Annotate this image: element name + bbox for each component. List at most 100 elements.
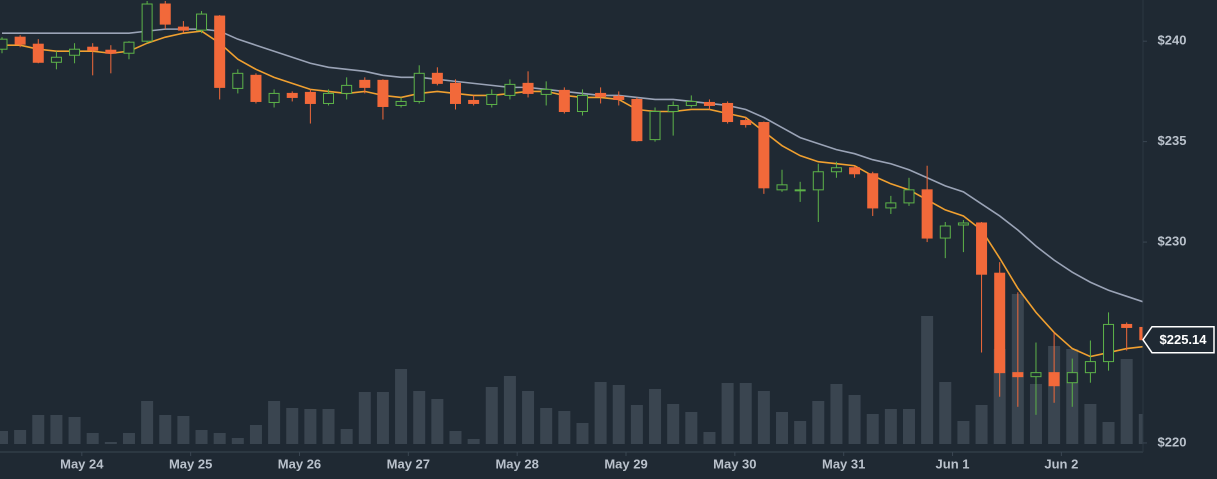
x-tick-label: May 24 xyxy=(60,456,104,471)
volume-bar xyxy=(50,415,63,444)
x-tick-label: May 31 xyxy=(822,456,865,471)
x-tick-label: May 26 xyxy=(278,456,321,471)
candle-body xyxy=(177,26,189,31)
candle-body xyxy=(976,222,988,275)
volume-bar xyxy=(268,401,281,444)
volume-bar xyxy=(286,408,299,444)
x-tick-label: May 27 xyxy=(387,456,430,471)
x-tick-label: Jun 1 xyxy=(936,456,970,471)
volume-bar xyxy=(830,384,843,444)
volume-bar xyxy=(1084,404,1097,444)
y-tick-label: $235 xyxy=(1158,133,1187,148)
moving-average xyxy=(1,30,1143,358)
candle-body xyxy=(0,38,8,50)
candle-body xyxy=(631,98,643,142)
volume-bar xyxy=(177,416,190,444)
volume-bar xyxy=(776,412,789,444)
candle-body xyxy=(468,99,480,104)
price-tag-label: $225.14 xyxy=(1160,332,1208,347)
x-tick-label: Jun 2 xyxy=(1044,456,1078,471)
candle-body xyxy=(522,82,534,94)
volume-bar xyxy=(1138,414,1143,444)
candle-body xyxy=(921,189,933,239)
candle-body xyxy=(123,41,135,54)
candle-body xyxy=(794,189,806,192)
volume-bar xyxy=(413,391,426,444)
volume-bar xyxy=(649,389,662,444)
candle-body xyxy=(849,167,861,175)
x-tick-label: May 28 xyxy=(495,456,538,471)
candle-body xyxy=(1066,372,1078,384)
candle-body xyxy=(87,46,99,51)
volume-bar xyxy=(376,392,389,444)
volume-bar xyxy=(449,431,462,444)
candle-body xyxy=(994,272,1006,374)
moving-average xyxy=(1,28,1143,303)
candle-body xyxy=(32,43,44,63)
candle-body xyxy=(214,15,226,88)
candle-body xyxy=(667,104,679,112)
candle-body xyxy=(486,93,498,105)
volume-bar xyxy=(594,382,607,444)
candle-body xyxy=(159,3,171,25)
candle-body xyxy=(359,79,371,88)
candle-body xyxy=(1012,372,1024,378)
candle-body xyxy=(69,48,81,56)
volume-bar xyxy=(231,438,244,444)
volume-bar xyxy=(522,391,535,444)
volume-bar xyxy=(104,442,117,444)
y-tick-label: $220 xyxy=(1158,434,1187,449)
volume-bar xyxy=(794,421,807,444)
volume-bar xyxy=(921,316,934,444)
volume-bar xyxy=(866,414,879,444)
candle-body xyxy=(903,189,915,204)
volume-bar xyxy=(141,401,154,444)
candle-body xyxy=(250,74,262,102)
candle-body xyxy=(141,3,153,42)
candle-body xyxy=(776,184,788,191)
volume-bar xyxy=(685,412,698,444)
volume-bar xyxy=(812,401,825,444)
y-tick-label: $240 xyxy=(1158,33,1187,48)
volume-bar xyxy=(703,432,716,444)
candle-body xyxy=(540,88,552,95)
candle-body xyxy=(105,49,117,54)
volume-bar xyxy=(0,431,8,444)
y-tick-label: $230 xyxy=(1158,234,1187,249)
candle-body xyxy=(1103,323,1115,363)
candle-body xyxy=(323,92,335,104)
candle-body xyxy=(286,92,298,98)
candle-body xyxy=(939,225,951,239)
volume-bar xyxy=(340,429,353,444)
candle-body xyxy=(740,120,752,126)
volume-bar xyxy=(558,411,571,444)
volume-bar xyxy=(14,430,27,444)
volume-bar xyxy=(195,430,208,444)
candle-body xyxy=(703,101,715,106)
volume-bar xyxy=(848,395,861,444)
volume-bar xyxy=(395,369,408,444)
candle-body xyxy=(413,72,425,102)
volume-bar xyxy=(975,405,988,444)
candle-body xyxy=(595,92,607,97)
candle-body xyxy=(722,102,734,123)
candle-body xyxy=(1084,361,1096,374)
candle-body xyxy=(377,79,389,107)
candle-body xyxy=(504,83,516,96)
volume-bar xyxy=(721,383,734,444)
candle-body xyxy=(1030,372,1042,378)
volume-bar xyxy=(503,376,516,444)
volume-bar xyxy=(540,408,553,444)
volume-bar xyxy=(939,382,952,444)
candle-body xyxy=(758,122,770,189)
candle-body xyxy=(341,84,353,94)
volume-bar xyxy=(902,409,915,444)
x-tick-label: May 25 xyxy=(169,456,212,471)
volume-bar xyxy=(122,433,135,444)
candle-body xyxy=(232,72,244,89)
volume-bar xyxy=(612,385,625,444)
candle-body xyxy=(812,171,824,191)
candle-body xyxy=(431,72,443,84)
volume-bar xyxy=(86,433,99,444)
